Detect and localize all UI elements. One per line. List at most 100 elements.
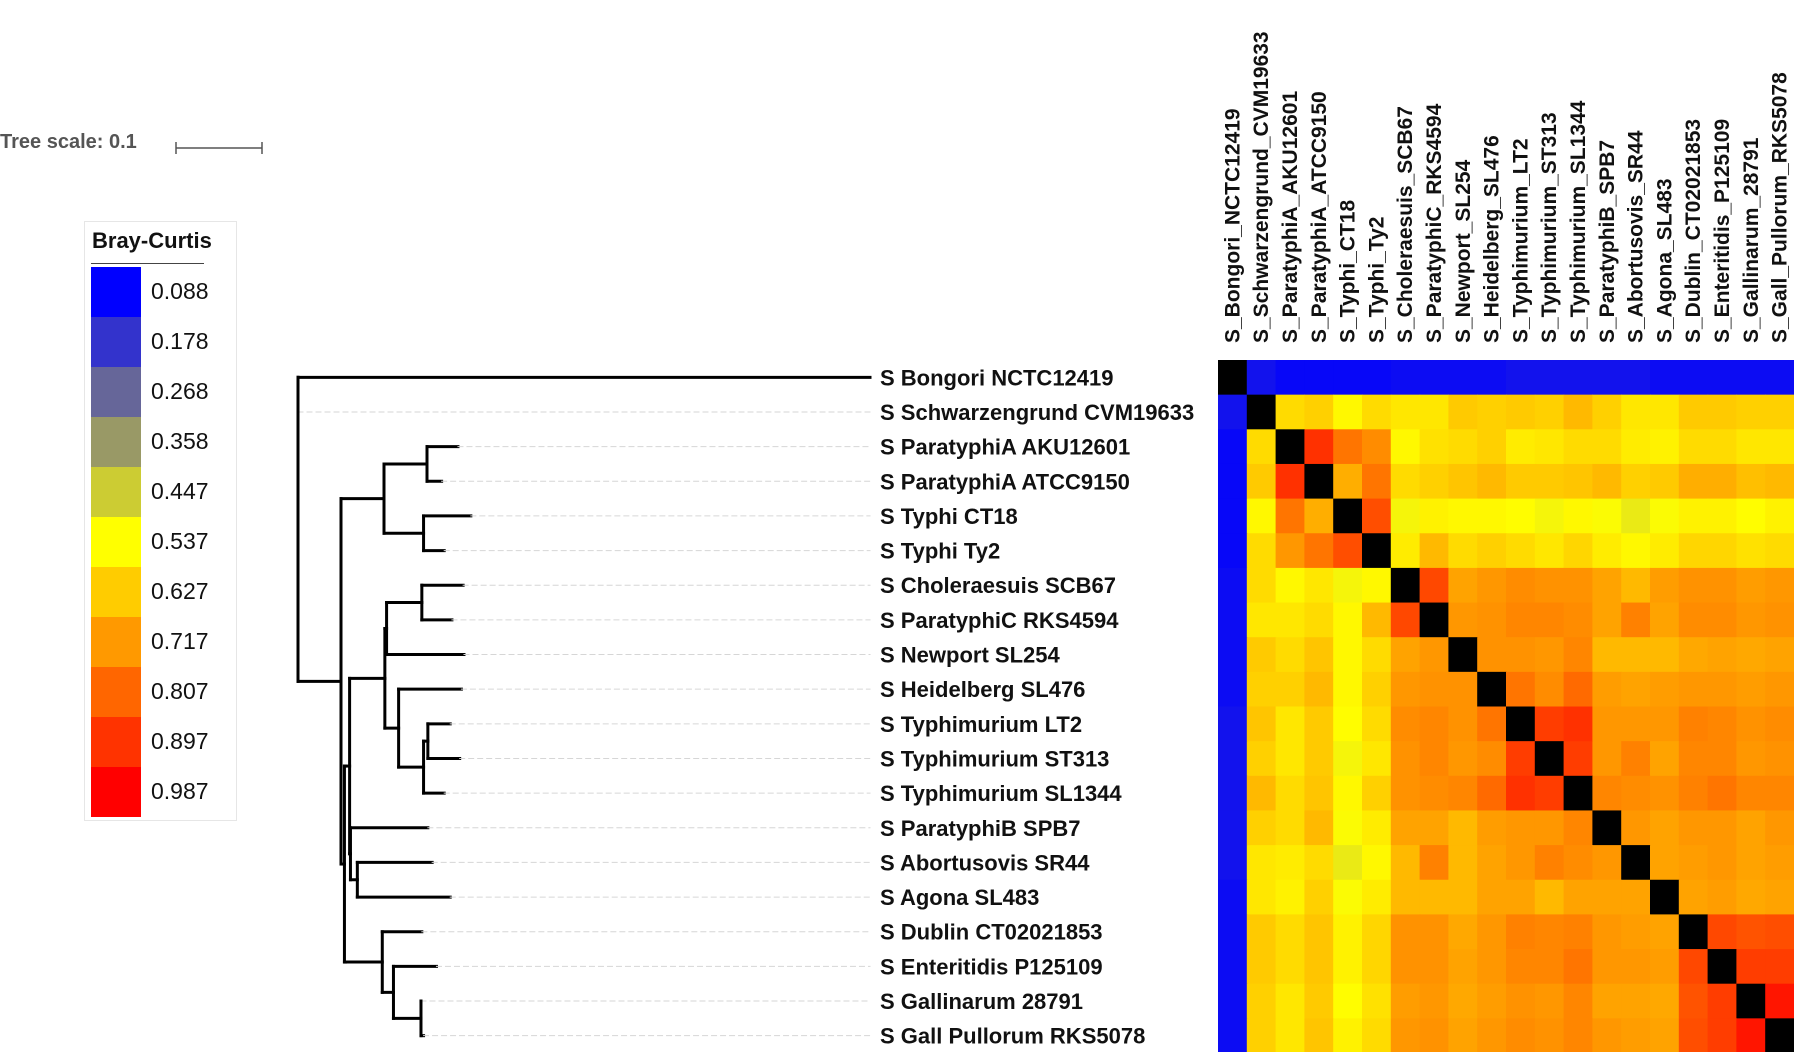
legend-swatch (91, 367, 141, 417)
heatmap-cell (1275, 671, 1305, 708)
heatmap-cell (1275, 706, 1305, 742)
legend-value-label: 0.178 (151, 328, 209, 354)
heatmap-cell (1275, 394, 1305, 430)
row-label: S Typhi CT18 (880, 504, 1018, 529)
row-label: S Typhi Ty2 (880, 539, 1000, 564)
heatmap-cell (1650, 463, 1680, 500)
legend-value-label: 0.537 (151, 528, 209, 554)
heatmap-cell (1333, 498, 1363, 534)
heatmap-cell (1563, 914, 1593, 950)
heatmap-cell (1390, 914, 1421, 950)
heatmap-cell (1362, 463, 1392, 500)
heatmap-cell (1621, 914, 1651, 950)
heatmap-cell (1534, 602, 1565, 638)
heatmap-cell (1362, 949, 1392, 985)
heatmap-cell (1678, 914, 1709, 950)
heatmap-cell (1304, 498, 1334, 534)
heatmap-cell (1534, 1018, 1565, 1052)
heatmap-cell (1419, 429, 1449, 465)
heatmap-cell (1534, 533, 1565, 569)
heatmap-cell (1390, 706, 1421, 742)
heatmap-cell (1362, 810, 1392, 846)
heatmap-cell (1678, 567, 1709, 604)
heatmap-cell (1218, 360, 1248, 396)
heatmap-cell (1506, 983, 1536, 1019)
row-labels: S Bongori NCTC12419 S Schwarzengrund CVM1… (880, 365, 1194, 1048)
heatmap-cell (1333, 983, 1363, 1019)
heatmap-cell (1650, 394, 1680, 430)
heatmap-cell (1448, 775, 1478, 812)
heatmap-cell (1419, 463, 1449, 500)
heatmap-cell (1448, 394, 1478, 430)
heatmap-cell (1333, 429, 1363, 465)
heatmap-cell (1592, 394, 1622, 430)
heatmap-cell (1275, 949, 1305, 985)
heatmap-cell (1563, 602, 1593, 638)
heatmap-cell (1736, 637, 1766, 673)
heatmap-cell (1707, 429, 1737, 465)
heatmap-cell (1765, 1018, 1794, 1052)
heatmap-cell (1563, 879, 1593, 915)
heatmap-cell (1477, 879, 1507, 915)
tree-scale-label: Tree scale: 0.1 (0, 131, 137, 153)
heatmap-cell (1362, 706, 1392, 742)
heatmap-cell (1275, 741, 1305, 777)
heatmap-cell (1534, 983, 1565, 1019)
heatmap-cell (1362, 1018, 1392, 1052)
heatmap-cell (1419, 637, 1449, 673)
heatmap-cell (1333, 741, 1363, 777)
heatmap-cell (1246, 810, 1277, 846)
heatmap-cell (1592, 983, 1622, 1019)
column-label: S_ParatyphiA_ATCC9150 (1308, 91, 1331, 343)
heatmap-cell (1390, 463, 1421, 500)
heatmap-cell (1621, 533, 1651, 569)
heatmap-cell (1765, 741, 1794, 777)
heatmap-cell (1218, 671, 1248, 708)
color-legend: Bray-Curtis 0.088 0.178 0.268 0.358 0.447 0.5… (84, 221, 237, 821)
heatmap-cell (1362, 429, 1392, 465)
heatmap-cell (1650, 1018, 1680, 1052)
heatmap-cell (1534, 394, 1565, 430)
heatmap-cell (1246, 914, 1277, 950)
heatmap-cell (1218, 1018, 1248, 1052)
heatmap-cell (1419, 983, 1449, 1019)
legend-value-label: 0.627 (151, 578, 209, 604)
heatmap-cell (1419, 706, 1449, 742)
heatmap-cell (1362, 637, 1392, 673)
heatmap-cell (1448, 914, 1478, 950)
row-label: S Agona SL483 (880, 885, 1039, 910)
heatmap-cell (1650, 429, 1680, 465)
heatmap-cell (1419, 602, 1449, 638)
heatmap-cell (1736, 671, 1766, 708)
heatmap-cell (1650, 637, 1680, 673)
heatmap-cell (1477, 498, 1507, 534)
heatmap-cell (1333, 360, 1363, 396)
row-label: S Dublin CT02021853 (880, 920, 1103, 945)
heatmap-cell (1390, 741, 1421, 777)
heatmap-cell (1736, 706, 1766, 742)
heatmap-cell (1275, 983, 1305, 1019)
dendrogram (296, 375, 872, 1038)
heatmap-cell (1419, 360, 1449, 396)
column-label: S_ParatyphiC_RKS4594 (1423, 103, 1446, 343)
heatmap-cell (1621, 498, 1651, 534)
row-label: S Choleraesuis SCB67 (880, 573, 1116, 598)
heatmap-cell (1218, 949, 1248, 985)
heatmap-cell (1678, 637, 1709, 673)
heatmap-cell (1592, 360, 1622, 396)
heatmap-cell (1419, 394, 1449, 430)
heatmap-cell (1246, 602, 1277, 638)
heatmap-cell (1390, 394, 1421, 430)
heatmap-cell (1563, 498, 1593, 534)
heatmap-cell (1506, 810, 1536, 846)
heatmap-cell (1419, 671, 1449, 708)
row-label: S Newport SL254 (880, 643, 1060, 668)
heatmap-cell (1390, 1018, 1421, 1052)
heatmap-cell (1765, 671, 1794, 708)
heatmap-cell (1650, 498, 1680, 534)
heatmap-cell (1246, 775, 1277, 812)
heatmap-cell (1218, 394, 1248, 430)
heatmap-cell (1390, 810, 1421, 846)
heatmap-cell (1621, 845, 1651, 881)
heatmap-cell (1362, 914, 1392, 950)
